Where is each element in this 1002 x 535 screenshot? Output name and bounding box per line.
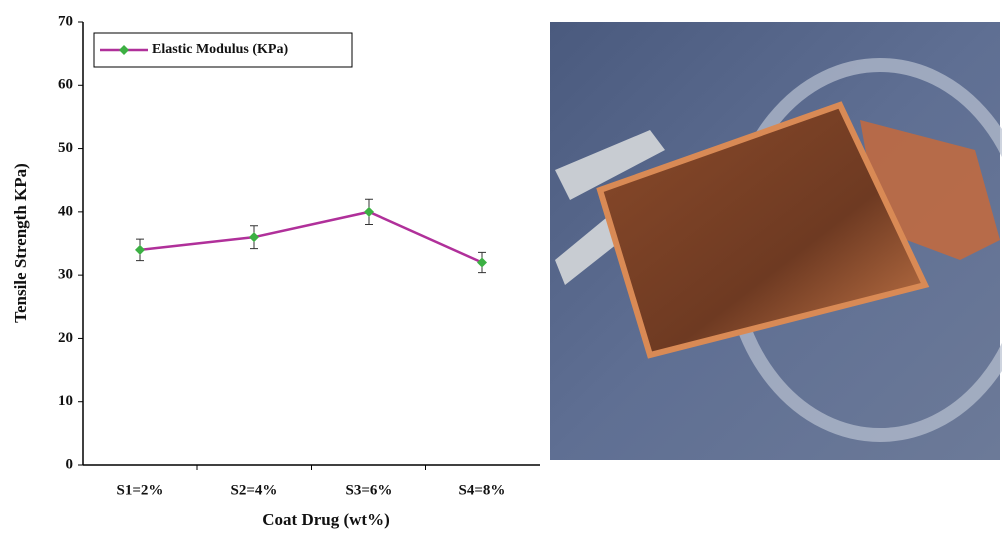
page: Coat Drug (wt%) Tensile Strength KPa) El… bbox=[0, 0, 1002, 535]
legend: Elastic Modulus (KPa) bbox=[94, 33, 352, 67]
y-tick-label: 40 bbox=[58, 203, 73, 219]
marker bbox=[364, 207, 374, 217]
y-tick-label: 10 bbox=[58, 393, 73, 409]
y-tick-label: 0 bbox=[66, 456, 74, 472]
figure: Coat Drug (wt%) Tensile Strength KPa) El… bbox=[0, 0, 1002, 535]
y-tick-label: 50 bbox=[58, 140, 73, 156]
x-tick-label: S4=8% bbox=[459, 482, 506, 498]
y-tick-label: 70 bbox=[58, 13, 73, 29]
y-tick-label: 20 bbox=[58, 330, 73, 346]
y-tick-label: 60 bbox=[58, 77, 73, 93]
y-axis-title: Tensile Strength KPa) bbox=[11, 163, 30, 323]
plot-area bbox=[83, 22, 540, 465]
x-tick-label: S3=6% bbox=[346, 482, 393, 498]
marker bbox=[477, 257, 487, 267]
x-tick-label: S1=2% bbox=[117, 482, 164, 498]
x-axis-title: Coat Drug (wt%) bbox=[262, 510, 389, 529]
x-tick-label: S2=4% bbox=[231, 482, 278, 498]
marker bbox=[249, 232, 259, 242]
legend-label: Elastic Modulus (KPa) bbox=[152, 42, 288, 57]
photo bbox=[550, 22, 1002, 460]
marker bbox=[135, 245, 145, 255]
series-line bbox=[140, 212, 482, 263]
y-tick-label: 30 bbox=[58, 267, 73, 283]
